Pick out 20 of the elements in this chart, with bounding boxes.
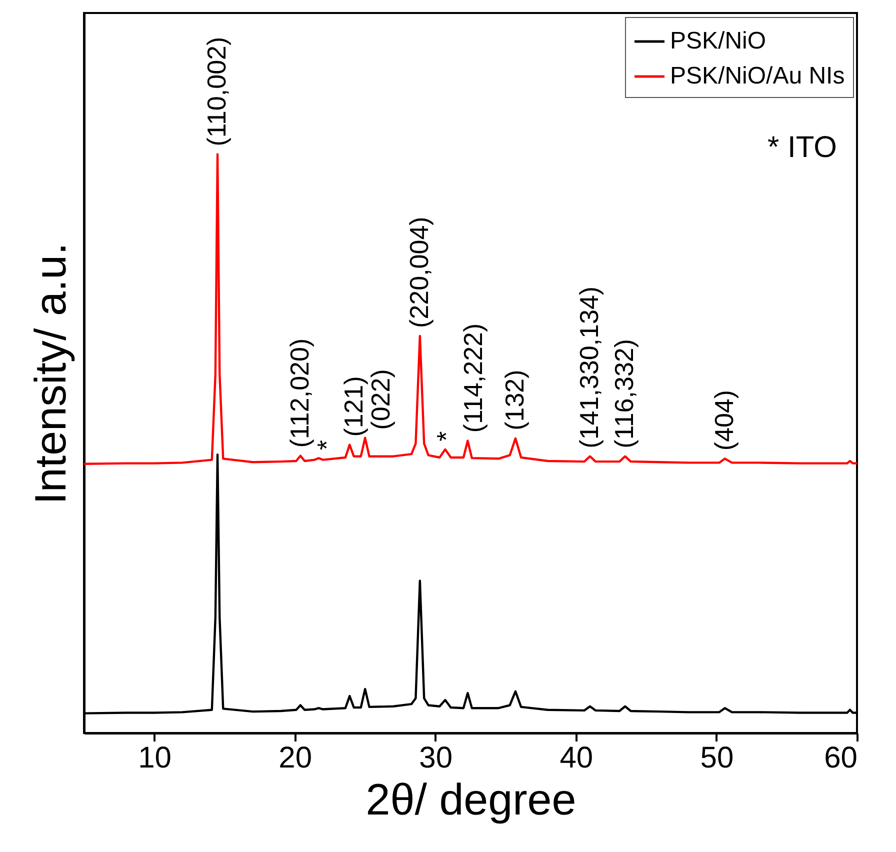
annotation: (404): [708, 390, 739, 451]
legend-label: PSK/NiO: [670, 28, 766, 54]
x-tick-label: 50: [700, 742, 734, 774]
annotation: (141,330,134): [574, 286, 604, 448]
x-tick-label: 30: [419, 742, 453, 774]
x-tick-label: 40: [560, 742, 594, 774]
annotation: *: [430, 431, 461, 442]
x-tick-label: 60: [824, 742, 858, 774]
annotation: (116,332): [609, 338, 640, 448]
annotation: (220,004): [404, 216, 434, 328]
x-tick-label: 10: [138, 742, 172, 774]
annotation: (132): [499, 370, 530, 430]
annotation: (114,222): [458, 323, 488, 433]
annotation: (110,002): [202, 36, 232, 146]
x-axis-title: 2θ/ degree: [366, 776, 576, 824]
y-axis-title: Intensity/ a.u.: [26, 242, 76, 504]
annotation: (121): [338, 376, 368, 437]
legend-label: PSK/NiO/Au NIs: [670, 62, 845, 90]
x-tick-label: 20: [278, 742, 312, 774]
annotation: * ITO: [768, 131, 837, 164]
